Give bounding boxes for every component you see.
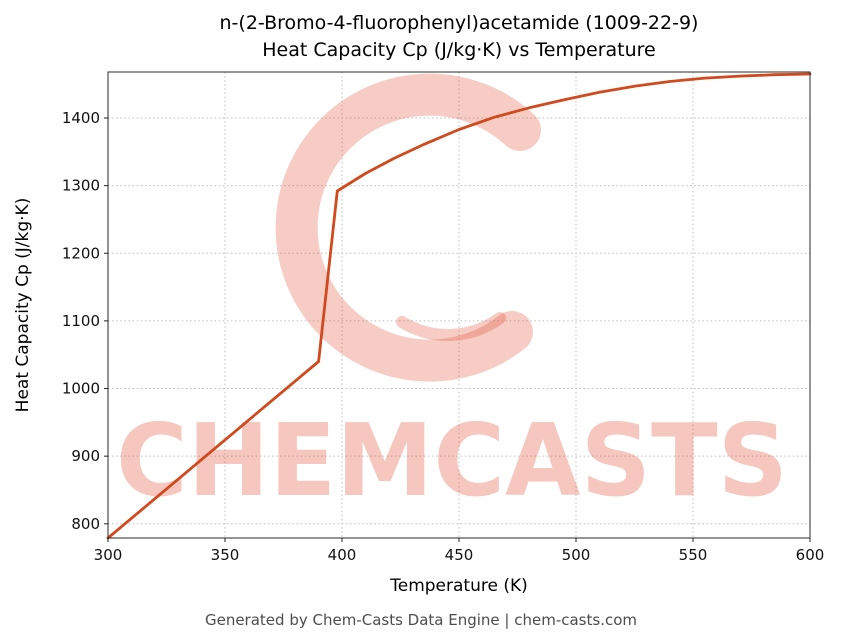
watermark-text: CHEMCASTS xyxy=(116,402,788,519)
x-tick-label: 450 xyxy=(445,546,474,564)
y-tick-label: 1400 xyxy=(62,109,100,127)
line-layer xyxy=(106,72,812,540)
watermark-logo-c-icon xyxy=(275,73,541,382)
watermark-logo-swirl-icon xyxy=(396,312,506,341)
x-tick-label: 600 xyxy=(796,546,825,564)
y-tick-label: 800 xyxy=(71,515,100,533)
x-axis-label: Temperature (K) xyxy=(389,576,528,596)
x-tick-label: 550 xyxy=(679,546,708,564)
footer-credit: Generated by Chem-Casts Data Engine | ch… xyxy=(205,611,637,629)
x-tick-label: 500 xyxy=(562,546,591,564)
x-tick-label: 350 xyxy=(211,546,240,564)
y-axis-label: Heat Capacity Cp (J/kg·K) xyxy=(13,198,33,413)
chart-subtitle: Heat Capacity Cp (J/kg·K) vs Temperature xyxy=(262,39,656,61)
heat-capacity-line xyxy=(106,72,812,540)
watermark: CHEMCASTS xyxy=(116,73,788,519)
tick-label-layer: 300 350 400 450 500 550 600 800 900 1000 1100 1200 1… xyxy=(62,109,825,564)
y-tick-label: 1100 xyxy=(62,312,100,330)
x-tick-label: 400 xyxy=(328,546,357,564)
y-tick-label: 1200 xyxy=(62,244,100,262)
y-tick-label: 1300 xyxy=(62,177,100,195)
y-tick-label: 900 xyxy=(71,447,100,465)
tick-layer xyxy=(104,117,811,542)
y-tick-label: 1000 xyxy=(62,380,100,398)
chart-title: n-(2-Bromo-4-fluorophenyl)acetamide (100… xyxy=(220,12,699,34)
x-tick-label: 300 xyxy=(94,546,123,564)
